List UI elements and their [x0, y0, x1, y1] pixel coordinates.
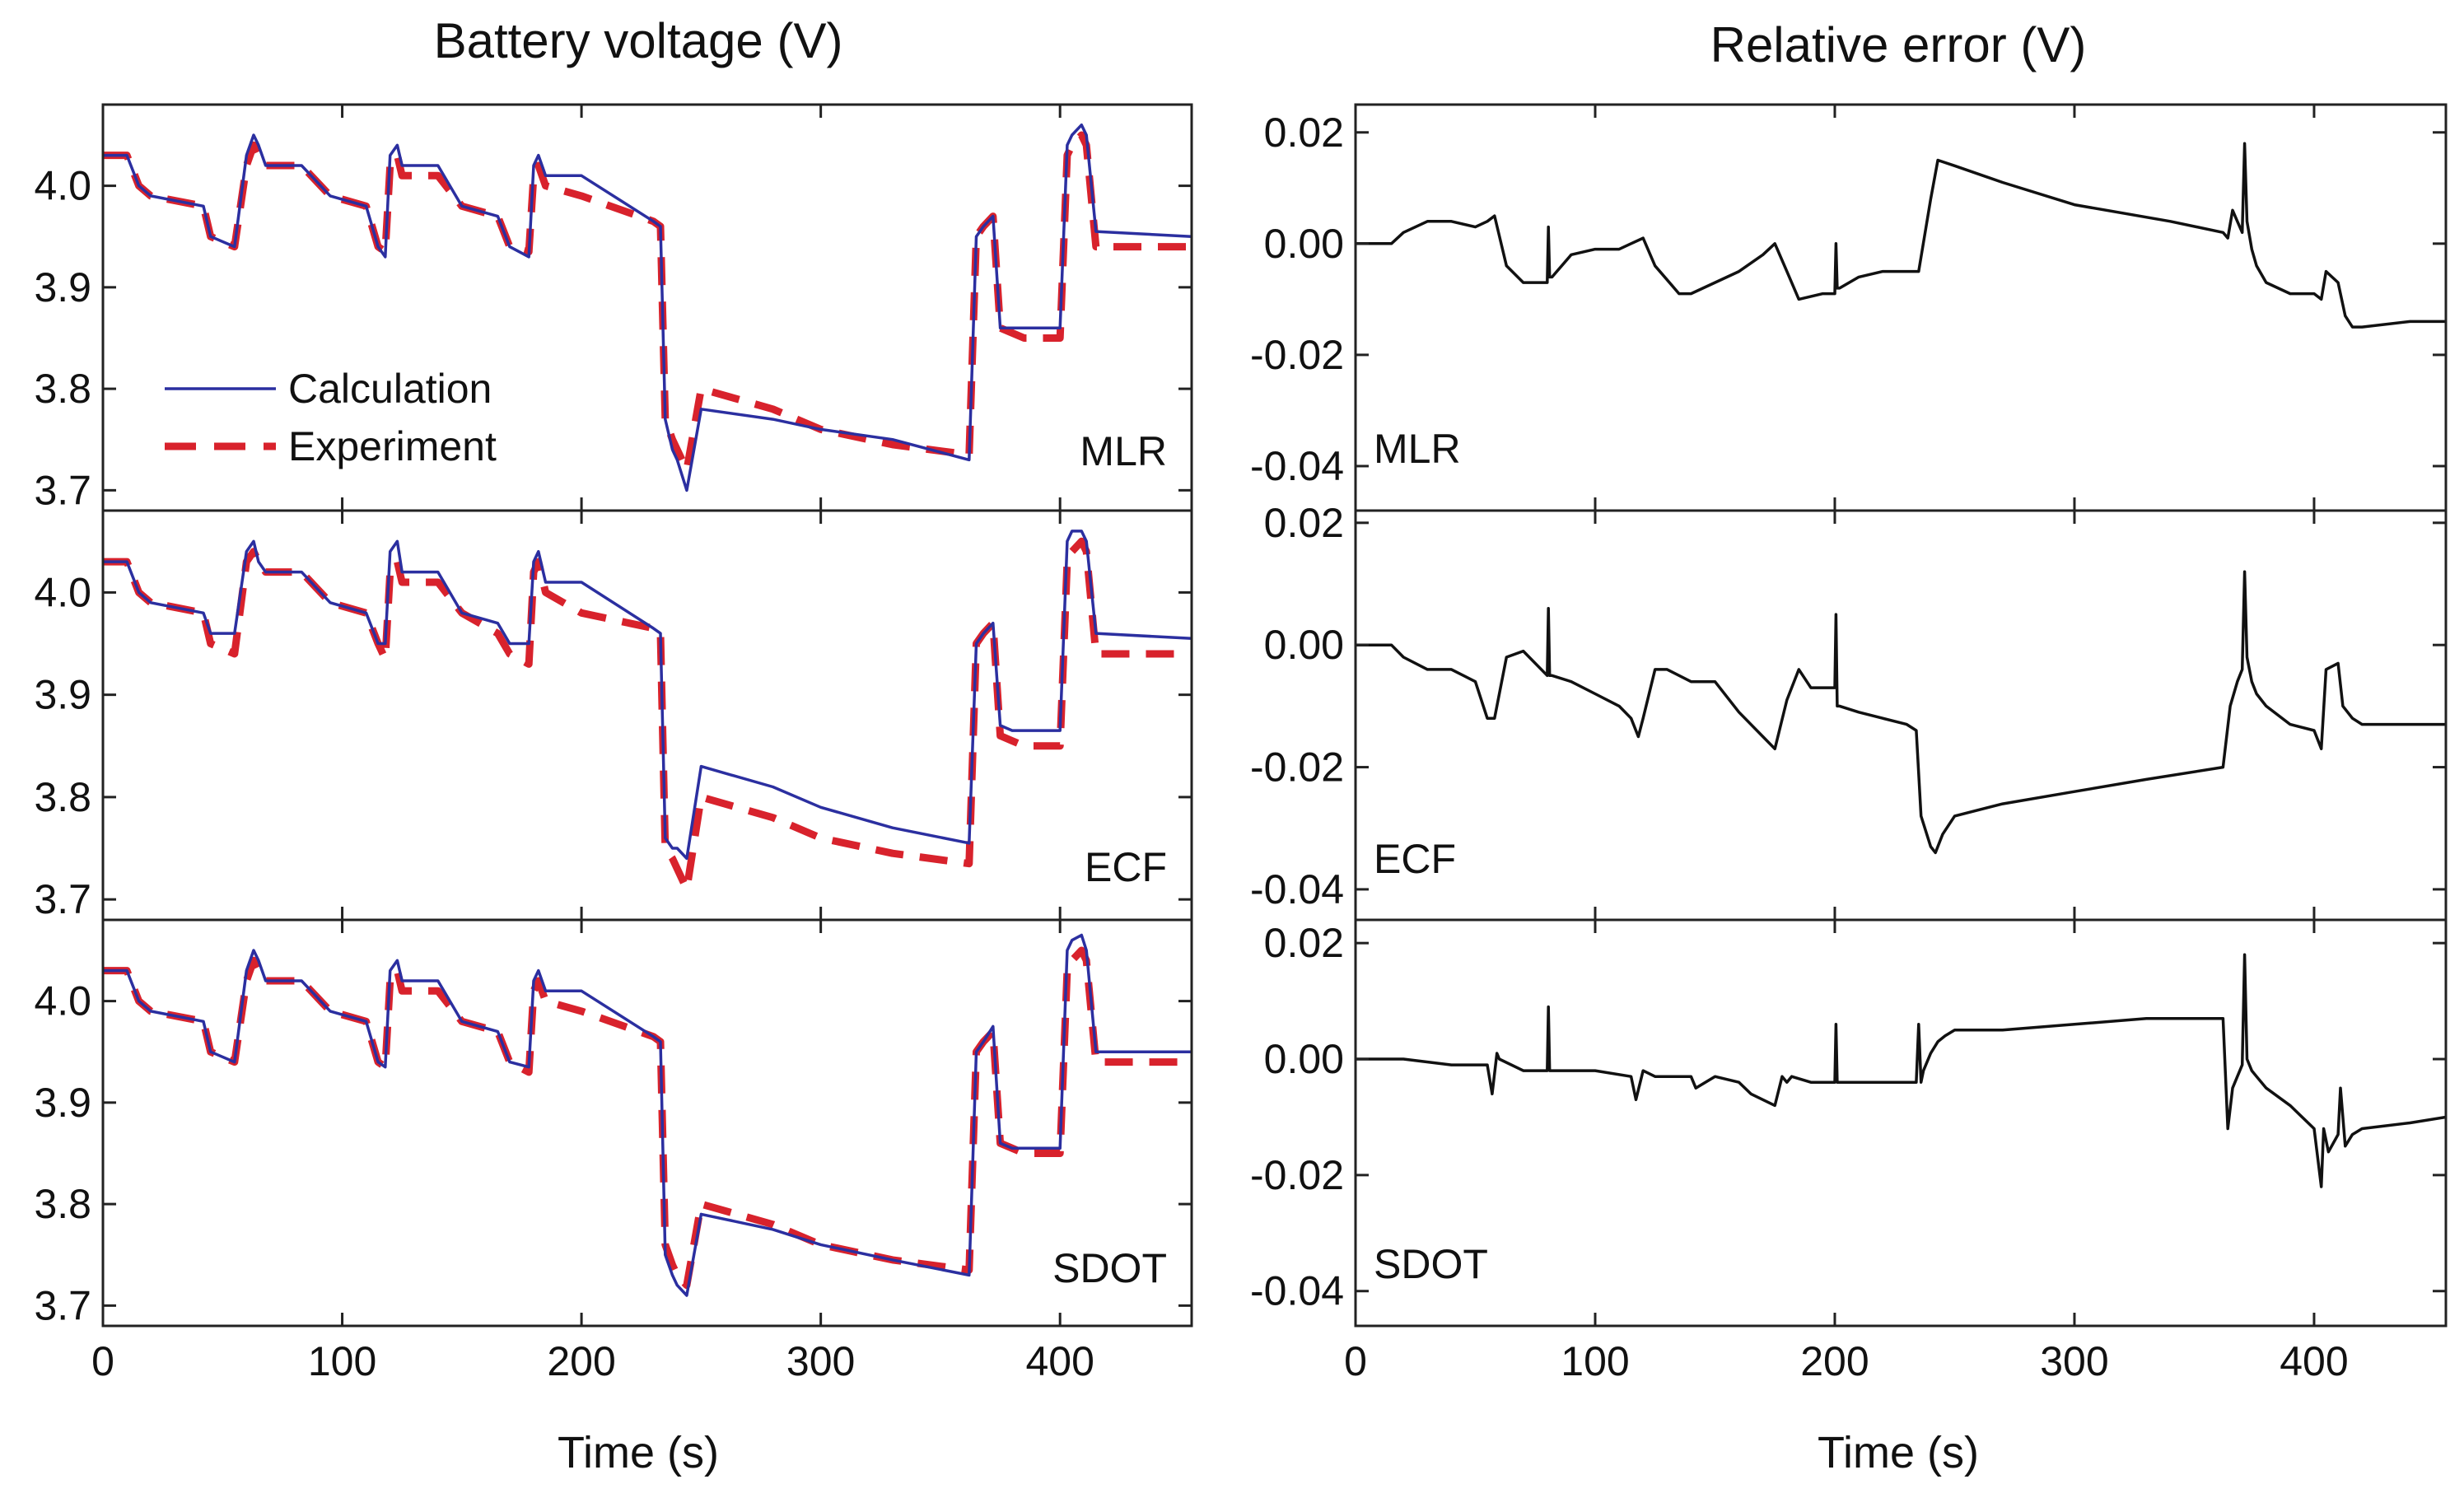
y-tick-label: 0.02 — [1264, 920, 1344, 966]
legend: Calculation Experiment — [165, 366, 497, 469]
y-tick-label: 3.8 — [34, 774, 91, 820]
series-relative-error-right-top — [1356, 142, 2446, 329]
legend-label-experiment: Experiment — [288, 423, 497, 469]
y-tick-label: -0.04 — [1250, 866, 1344, 912]
panel-label-ecf: ECF — [1374, 836, 1456, 882]
panel-left-middle: 3.7 3.8 3.9 4.0 ECF — [34, 509, 1193, 922]
x-tick-label: 100 — [308, 1338, 376, 1384]
y-tick-label: 4.0 — [34, 978, 91, 1024]
panel-label-sdot: SDOT — [1052, 1245, 1167, 1291]
left-column-title: Battery voltage (V) — [434, 13, 843, 68]
panel-left-bottom: 0 100 200 300 400 3.7 3.8 3.9 4.0 SDOT — [34, 918, 1193, 1384]
plot-frame-left-bottom — [101, 918, 1193, 1328]
y-tick-label: 3.7 — [34, 1282, 91, 1328]
y-tick-label: -0.02 — [1250, 332, 1344, 378]
series-experiment-left-top — [103, 131, 1192, 474]
legend-label-calculation: Calculation — [288, 366, 492, 412]
x-tick-label: 0 — [1344, 1338, 1367, 1384]
y-tick-label: -0.02 — [1250, 744, 1344, 791]
panel-left-top: 3.7 3.8 3.9 4.0 MLR Calculation Experiment — [34, 103, 1193, 513]
series-calculation-left-top — [103, 123, 1192, 492]
y-tick-label: 3.8 — [34, 1181, 91, 1227]
y-tick-label: 3.8 — [34, 366, 91, 412]
x-tick-label: 200 — [547, 1338, 615, 1384]
x-tick-label: 400 — [1025, 1338, 1094, 1384]
y-tick-label: 0.02 — [1264, 110, 1344, 156]
y-tick-label: 3.7 — [34, 876, 91, 922]
plot-frame-right-top — [1354, 103, 2448, 512]
y-tick-label: 3.9 — [34, 264, 91, 310]
panel-label-ecf: ECF — [1085, 844, 1167, 890]
plot-frame-right-middle — [1354, 509, 2448, 922]
panel-right-bottom: 0 100 200 300 400 -0.04 -0.02 0.00 0.02 SDOT — [1250, 918, 2448, 1384]
y-tick-label: 3.9 — [34, 672, 91, 718]
panel-label-sdot: SDOT — [1374, 1241, 1488, 1287]
x-tick-label: 300 — [786, 1338, 855, 1384]
series-experiment-left-middle — [103, 537, 1192, 894]
panel-right-top: -0.04 -0.02 0.00 0.02 MLR — [1250, 103, 2448, 512]
y-tick-label: 3.9 — [34, 1080, 91, 1126]
series-relative-error-right-middle — [1356, 570, 2446, 855]
panel-right-middle: -0.04 -0.02 0.00 0.02 ECF — [1250, 500, 2448, 922]
left-x-axis-label: Time (s) — [558, 1428, 719, 1477]
y-tick-label: 4.0 — [34, 569, 91, 615]
y-tick-label: -0.02 — [1250, 1152, 1344, 1198]
right-column-title: Relative error (V) — [1710, 17, 2087, 72]
panel-label-mlr: MLR — [1374, 426, 1461, 472]
x-tick-label: 0 — [91, 1338, 114, 1384]
y-tick-label: 4.0 — [34, 163, 91, 209]
y-tick-label: -0.04 — [1250, 443, 1344, 489]
x-tick-label: 200 — [1800, 1338, 1869, 1384]
series-calculation-left-middle — [103, 530, 1192, 861]
y-tick-label: -0.04 — [1250, 1268, 1344, 1314]
x-tick-label: 400 — [2280, 1338, 2348, 1384]
x-tick-label: 300 — [2040, 1338, 2108, 1384]
x-tick-label: 100 — [1561, 1338, 1629, 1384]
y-tick-label: 3.7 — [34, 467, 91, 513]
y-tick-label: 0.00 — [1264, 221, 1344, 267]
panel-label-mlr: MLR — [1080, 428, 1167, 474]
y-tick-label: 0.00 — [1264, 1036, 1344, 1082]
plot-frame-right-bottom — [1354, 918, 2448, 1328]
series-relative-error-right-bottom — [1356, 953, 2446, 1188]
y-tick-label: 0.00 — [1264, 622, 1344, 668]
right-x-axis-label: Time (s) — [1818, 1428, 1979, 1477]
panels-group: 3.73.83.94.0MLRCalculationExperiment3.73… — [34, 103, 2448, 1384]
series-experiment-left-bottom — [103, 946, 1192, 1290]
series-calculation-left-bottom — [103, 933, 1192, 1297]
y-tick-label: 0.02 — [1264, 500, 1344, 546]
